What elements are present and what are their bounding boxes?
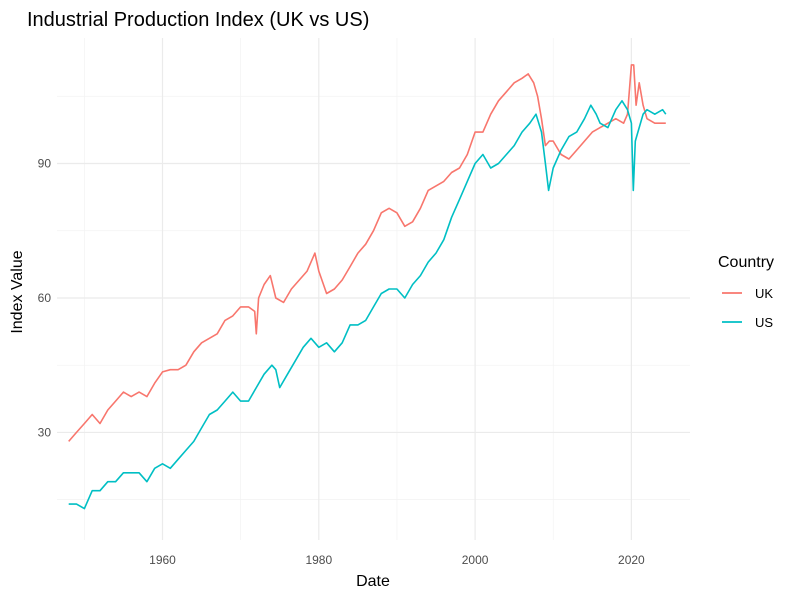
y-tick-label: 30 [38, 425, 52, 439]
y-axis-ticks: 30 60 90 [38, 157, 52, 440]
x-axis-title: Date [356, 573, 390, 590]
legend-label-uk: UK [755, 286, 773, 301]
x-axis-ticks: 1960 1980 2000 2020 [149, 553, 645, 567]
legend: Country UK US [718, 254, 774, 330]
chart-title: Industrial Production Index (UK vs US) [27, 9, 369, 31]
series-line-uk [68, 64, 666, 442]
x-tick-label: 1980 [305, 553, 332, 567]
legend-label-us: US [755, 315, 773, 330]
y-axis-title: Index Value [9, 250, 26, 333]
legend-title: Country [718, 254, 774, 271]
series-line-us [68, 100, 667, 510]
x-tick-label: 1960 [149, 553, 176, 567]
series-lines [68, 64, 667, 510]
x-tick-label: 2000 [462, 553, 489, 567]
y-tick-label: 90 [38, 157, 52, 171]
y-tick-label: 60 [38, 291, 52, 305]
x-tick-label: 2020 [618, 553, 645, 567]
